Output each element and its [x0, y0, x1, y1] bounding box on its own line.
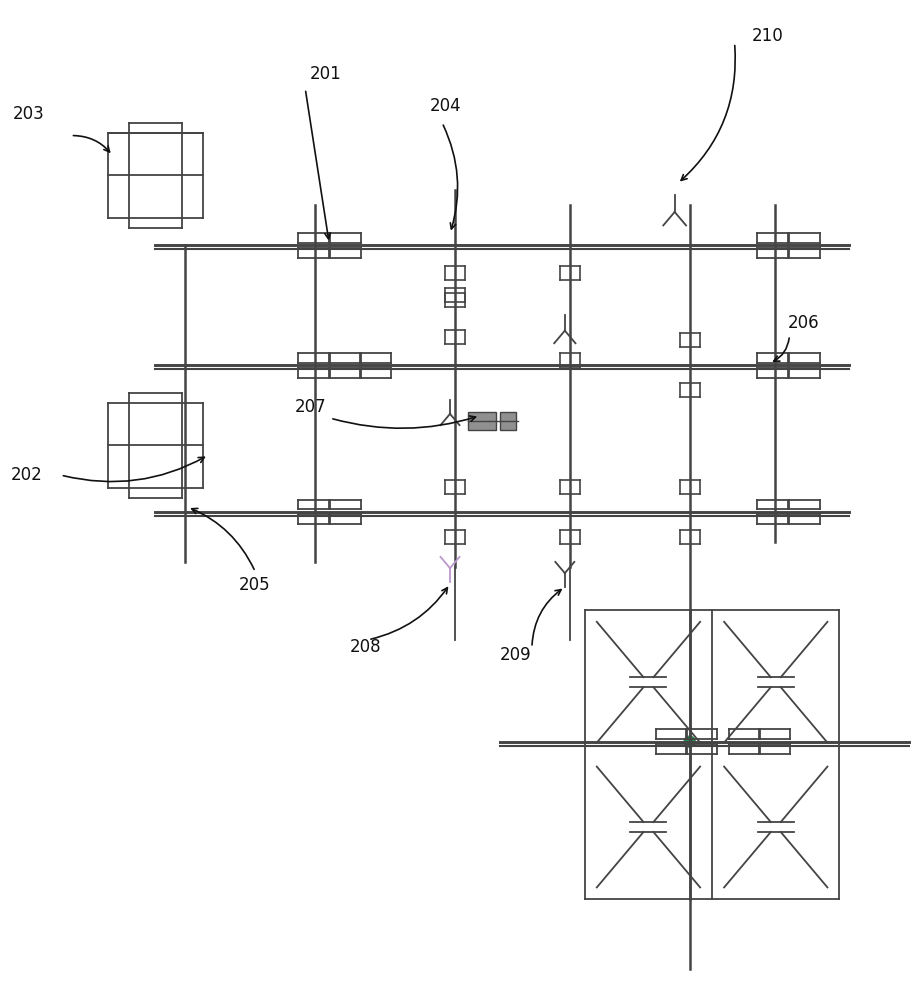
Text: 209: 209 — [499, 646, 531, 664]
Text: 201: 201 — [310, 65, 342, 83]
Text: 207: 207 — [295, 398, 326, 416]
Circle shape — [684, 736, 695, 747]
Text: 208: 208 — [350, 638, 381, 656]
Text: 203: 203 — [13, 105, 44, 123]
Bar — [499, 412, 516, 430]
Text: 206: 206 — [787, 314, 818, 332]
Bar — [468, 412, 495, 430]
Text: 210: 210 — [751, 27, 782, 45]
Text: 205: 205 — [238, 576, 269, 594]
Text: 204: 204 — [429, 97, 461, 115]
Text: 202: 202 — [11, 466, 42, 484]
